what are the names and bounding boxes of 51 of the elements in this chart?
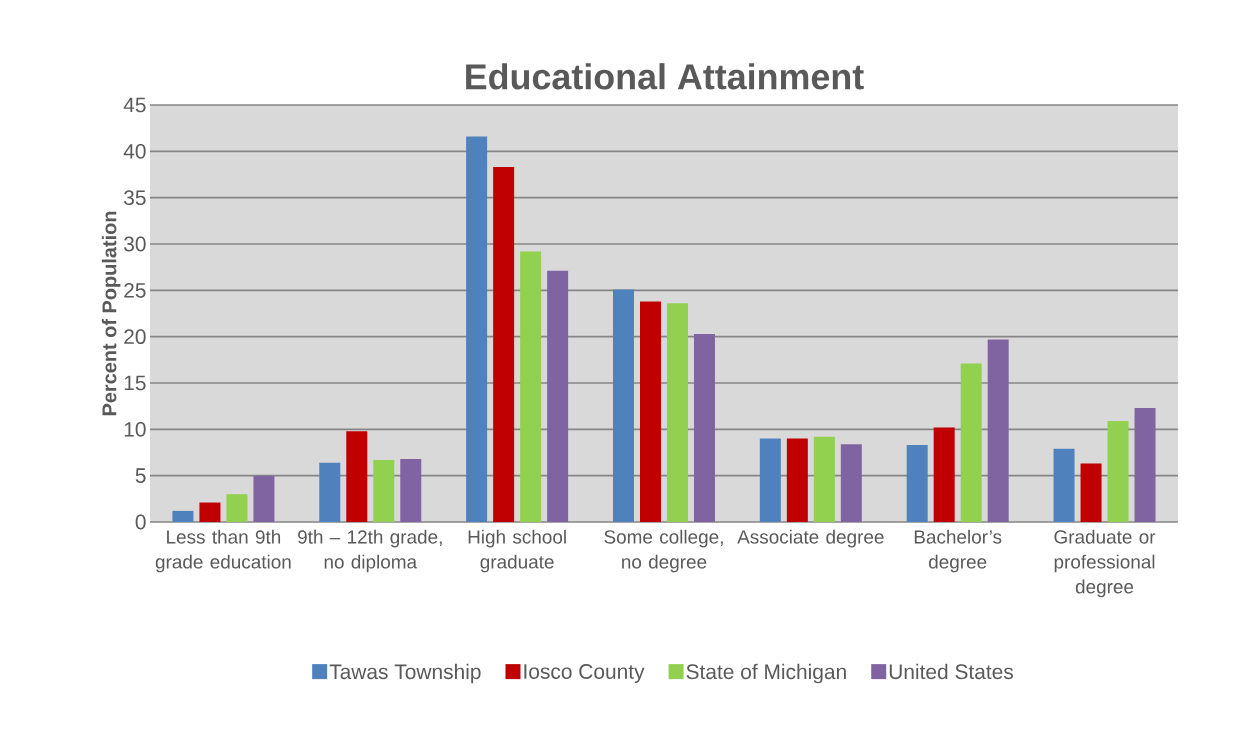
bar bbox=[813, 436, 835, 522]
bar bbox=[199, 502, 221, 522]
y-tick-label: 25 bbox=[124, 282, 146, 298]
x-tick-label: High school graduate bbox=[468, 529, 566, 573]
legend-label: United States bbox=[889, 663, 1014, 680]
bar bbox=[253, 475, 275, 522]
bar bbox=[1107, 420, 1129, 522]
bar bbox=[226, 494, 248, 522]
y-axis-title: Percent of Population bbox=[101, 211, 121, 416]
bar bbox=[840, 444, 862, 522]
legend-label: Iosco County bbox=[524, 664, 645, 684]
legend-label: State of Michigan bbox=[686, 663, 846, 684]
y-tick-label: 15 bbox=[124, 375, 146, 391]
bar bbox=[373, 459, 395, 522]
bar bbox=[493, 167, 515, 522]
y-tick-label: 0 bbox=[135, 514, 146, 530]
bar bbox=[1080, 463, 1102, 522]
x-tick-label: 9th – 12th grade, no diploma bbox=[298, 529, 442, 573]
bar bbox=[172, 510, 194, 522]
y-tick-label: 10 bbox=[124, 421, 146, 437]
bar bbox=[933, 427, 955, 522]
bar bbox=[520, 251, 542, 522]
bar bbox=[466, 136, 488, 522]
y-tick-label: 40 bbox=[123, 143, 146, 159]
chart-title: Educational Attainment bbox=[466, 63, 864, 90]
bar bbox=[759, 438, 781, 522]
bar bbox=[1134, 408, 1156, 522]
legend-label: Tawas Township bbox=[329, 663, 481, 684]
bar bbox=[960, 363, 982, 522]
bar bbox=[987, 339, 1009, 522]
x-tick-label: Associate degree bbox=[737, 529, 884, 548]
x-tick-label: Less than 9th grade education bbox=[155, 529, 291, 573]
y-tick-label: 5 bbox=[135, 468, 146, 483]
bar bbox=[666, 303, 688, 522]
x-tick-label: Some college, no degree bbox=[604, 529, 723, 573]
bar bbox=[693, 333, 715, 522]
y-tick-label: 35 bbox=[124, 190, 146, 206]
y-tick-label: 45 bbox=[123, 97, 146, 113]
y-tick-label: 30 bbox=[124, 236, 146, 252]
bar bbox=[906, 445, 928, 522]
bar bbox=[319, 462, 341, 522]
x-tick-label: Graduate or professional degree bbox=[1054, 529, 1156, 598]
bar bbox=[639, 301, 661, 522]
bar bbox=[786, 438, 808, 522]
y-tick-label: 20 bbox=[124, 329, 146, 345]
bar bbox=[547, 270, 569, 522]
bar bbox=[612, 289, 634, 522]
bar bbox=[1053, 448, 1075, 522]
bar bbox=[346, 431, 368, 522]
bar bbox=[400, 458, 422, 522]
x-tick-label: Bachelor’s degree bbox=[914, 529, 1002, 573]
